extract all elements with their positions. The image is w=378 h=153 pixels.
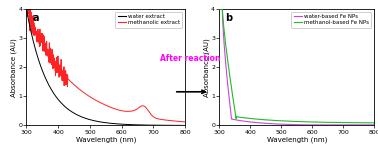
Legend: water-based Fe NPs, methanol-based Fe NPs: water-based Fe NPs, methanol-based Fe NP… xyxy=(291,12,372,28)
Y-axis label: Absorbance (AU): Absorbance (AU) xyxy=(11,38,17,97)
Text: a: a xyxy=(33,13,39,23)
Text: b: b xyxy=(225,13,232,23)
Legend: water extract, methanolic extract: water extract, methanolic extract xyxy=(115,12,183,28)
X-axis label: Wavelength (nm): Wavelength (nm) xyxy=(266,136,327,142)
Y-axis label: Absorbance (AU): Absorbance (AU) xyxy=(203,38,210,97)
Text: After reaction: After reaction xyxy=(160,54,221,63)
X-axis label: Wavelength (nm): Wavelength (nm) xyxy=(76,136,136,142)
